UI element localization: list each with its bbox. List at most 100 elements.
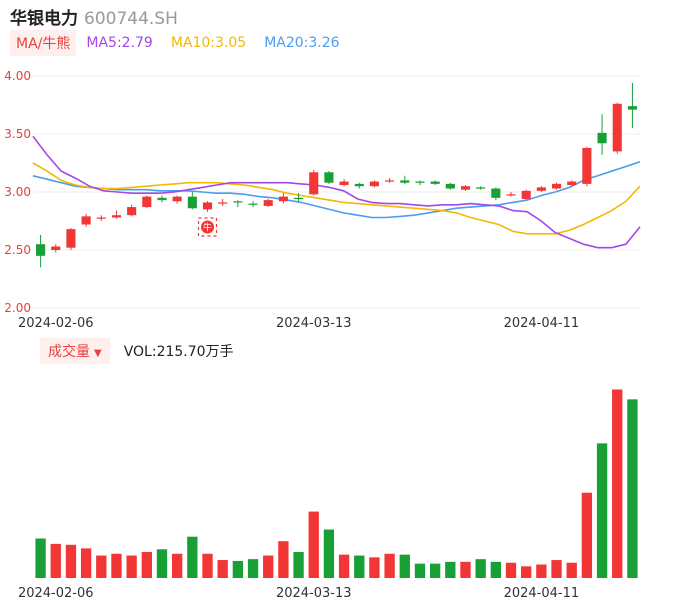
candle xyxy=(627,106,637,110)
candle xyxy=(263,200,273,206)
candle xyxy=(582,147,592,184)
candle xyxy=(567,181,577,186)
volume-bar xyxy=(232,560,244,578)
volume-bar xyxy=(308,511,319,578)
volume-bar xyxy=(278,541,289,578)
candle xyxy=(536,187,546,191)
candle xyxy=(521,190,531,199)
volume-bar xyxy=(354,555,365,578)
candle xyxy=(202,202,213,210)
stock-code: 600744.SH xyxy=(84,9,178,29)
ma20-line xyxy=(32,161,641,219)
volume-bar xyxy=(399,554,410,578)
candle xyxy=(51,246,61,250)
stock-name: 华银电力 xyxy=(10,9,78,29)
y-tick-label: 2.00 xyxy=(4,301,31,315)
candle xyxy=(430,181,440,184)
volume-bar xyxy=(596,443,608,578)
candle xyxy=(612,103,622,152)
candle xyxy=(385,180,395,182)
stock-title: 华银电力 600744.SH xyxy=(10,4,178,29)
volume-value: VOL:215.70万手 xyxy=(123,344,234,360)
volume-bar xyxy=(551,560,562,578)
volume-bar xyxy=(429,563,441,578)
y-tick-label: 3.50 xyxy=(4,127,31,141)
volume-bar xyxy=(490,561,501,578)
candle xyxy=(172,196,182,202)
candle xyxy=(369,181,379,187)
x-tick-label: 2024-04-11 xyxy=(504,316,580,331)
candle xyxy=(294,197,304,199)
candle xyxy=(218,202,228,204)
volume-bar xyxy=(187,536,198,578)
candle xyxy=(597,132,607,144)
volume-bar xyxy=(475,559,486,578)
volume-bar xyxy=(247,559,259,578)
volume-bar xyxy=(35,538,46,578)
volume-bar xyxy=(384,553,395,578)
candle xyxy=(476,187,486,189)
volume-bar xyxy=(505,562,517,578)
ma10-label: MA10:3.05 xyxy=(170,35,247,51)
volume-bar xyxy=(293,551,304,578)
volume-bar xyxy=(460,561,471,578)
candle xyxy=(460,186,471,190)
volume-bar xyxy=(612,389,623,578)
bull-signal-label: 牛 xyxy=(203,222,212,234)
ma-legend: MA/牛熊 MA5:2.79 MA10:3.05 MA20:3.26 xyxy=(10,30,358,56)
candle xyxy=(415,181,425,183)
volume-header: 成交量 ▼ VOL:215.70万手 xyxy=(40,338,234,364)
candle xyxy=(81,216,91,225)
volume-bar xyxy=(323,529,335,578)
ma20-label: MA20:3.26 xyxy=(264,35,340,51)
ma-mode-button[interactable]: MA/牛熊 xyxy=(10,30,77,56)
candle xyxy=(233,201,243,203)
ma10-line xyxy=(32,162,641,235)
volume-bar xyxy=(141,551,152,578)
volume-bar xyxy=(126,555,137,578)
volume-indicator-dropdown[interactable]: 成交量 ▼ xyxy=(40,338,110,364)
volume-bar xyxy=(566,562,577,578)
candle xyxy=(142,196,152,208)
volume-bar xyxy=(536,564,547,578)
candle xyxy=(551,183,562,189)
candle xyxy=(309,172,319,195)
ma5-label: MA5:2.79 xyxy=(86,35,153,51)
candle xyxy=(339,181,349,186)
volume-bar xyxy=(445,561,456,578)
candle xyxy=(36,244,46,256)
volume-indicator-label: 成交量 xyxy=(48,344,90,360)
bull-signal-icon xyxy=(201,220,215,234)
candle xyxy=(324,172,334,183)
signal-frame xyxy=(197,217,218,237)
candle xyxy=(248,203,258,205)
ma5-line xyxy=(32,135,641,249)
volume-bar xyxy=(96,555,107,578)
candle xyxy=(278,196,288,202)
volume-x-tick-label: 2024-03-13 xyxy=(276,586,352,601)
candle xyxy=(491,188,501,198)
volume-bar xyxy=(263,555,274,578)
candle xyxy=(354,183,364,187)
volume-bar xyxy=(111,553,122,578)
volume-bar xyxy=(581,492,593,578)
candle xyxy=(96,217,106,219)
candle xyxy=(400,180,410,183)
y-tick-label: 2.50 xyxy=(4,243,31,257)
volume-bar xyxy=(369,557,380,578)
candle xyxy=(127,207,137,216)
volume-bar xyxy=(414,563,426,578)
volume-bar xyxy=(217,560,228,578)
volume-bar xyxy=(521,566,532,578)
volume-bar xyxy=(202,553,213,578)
candle xyxy=(445,183,455,189)
volume-bar xyxy=(156,549,168,578)
candle xyxy=(157,197,167,201)
x-tick-label: 2024-03-13 xyxy=(276,316,352,331)
x-tick-label: 2024-02-06 xyxy=(18,316,94,331)
volume-bar xyxy=(338,554,350,578)
volume-x-tick-label: 2024-04-11 xyxy=(504,586,580,601)
candle xyxy=(187,196,197,209)
volume-bar xyxy=(50,543,61,578)
